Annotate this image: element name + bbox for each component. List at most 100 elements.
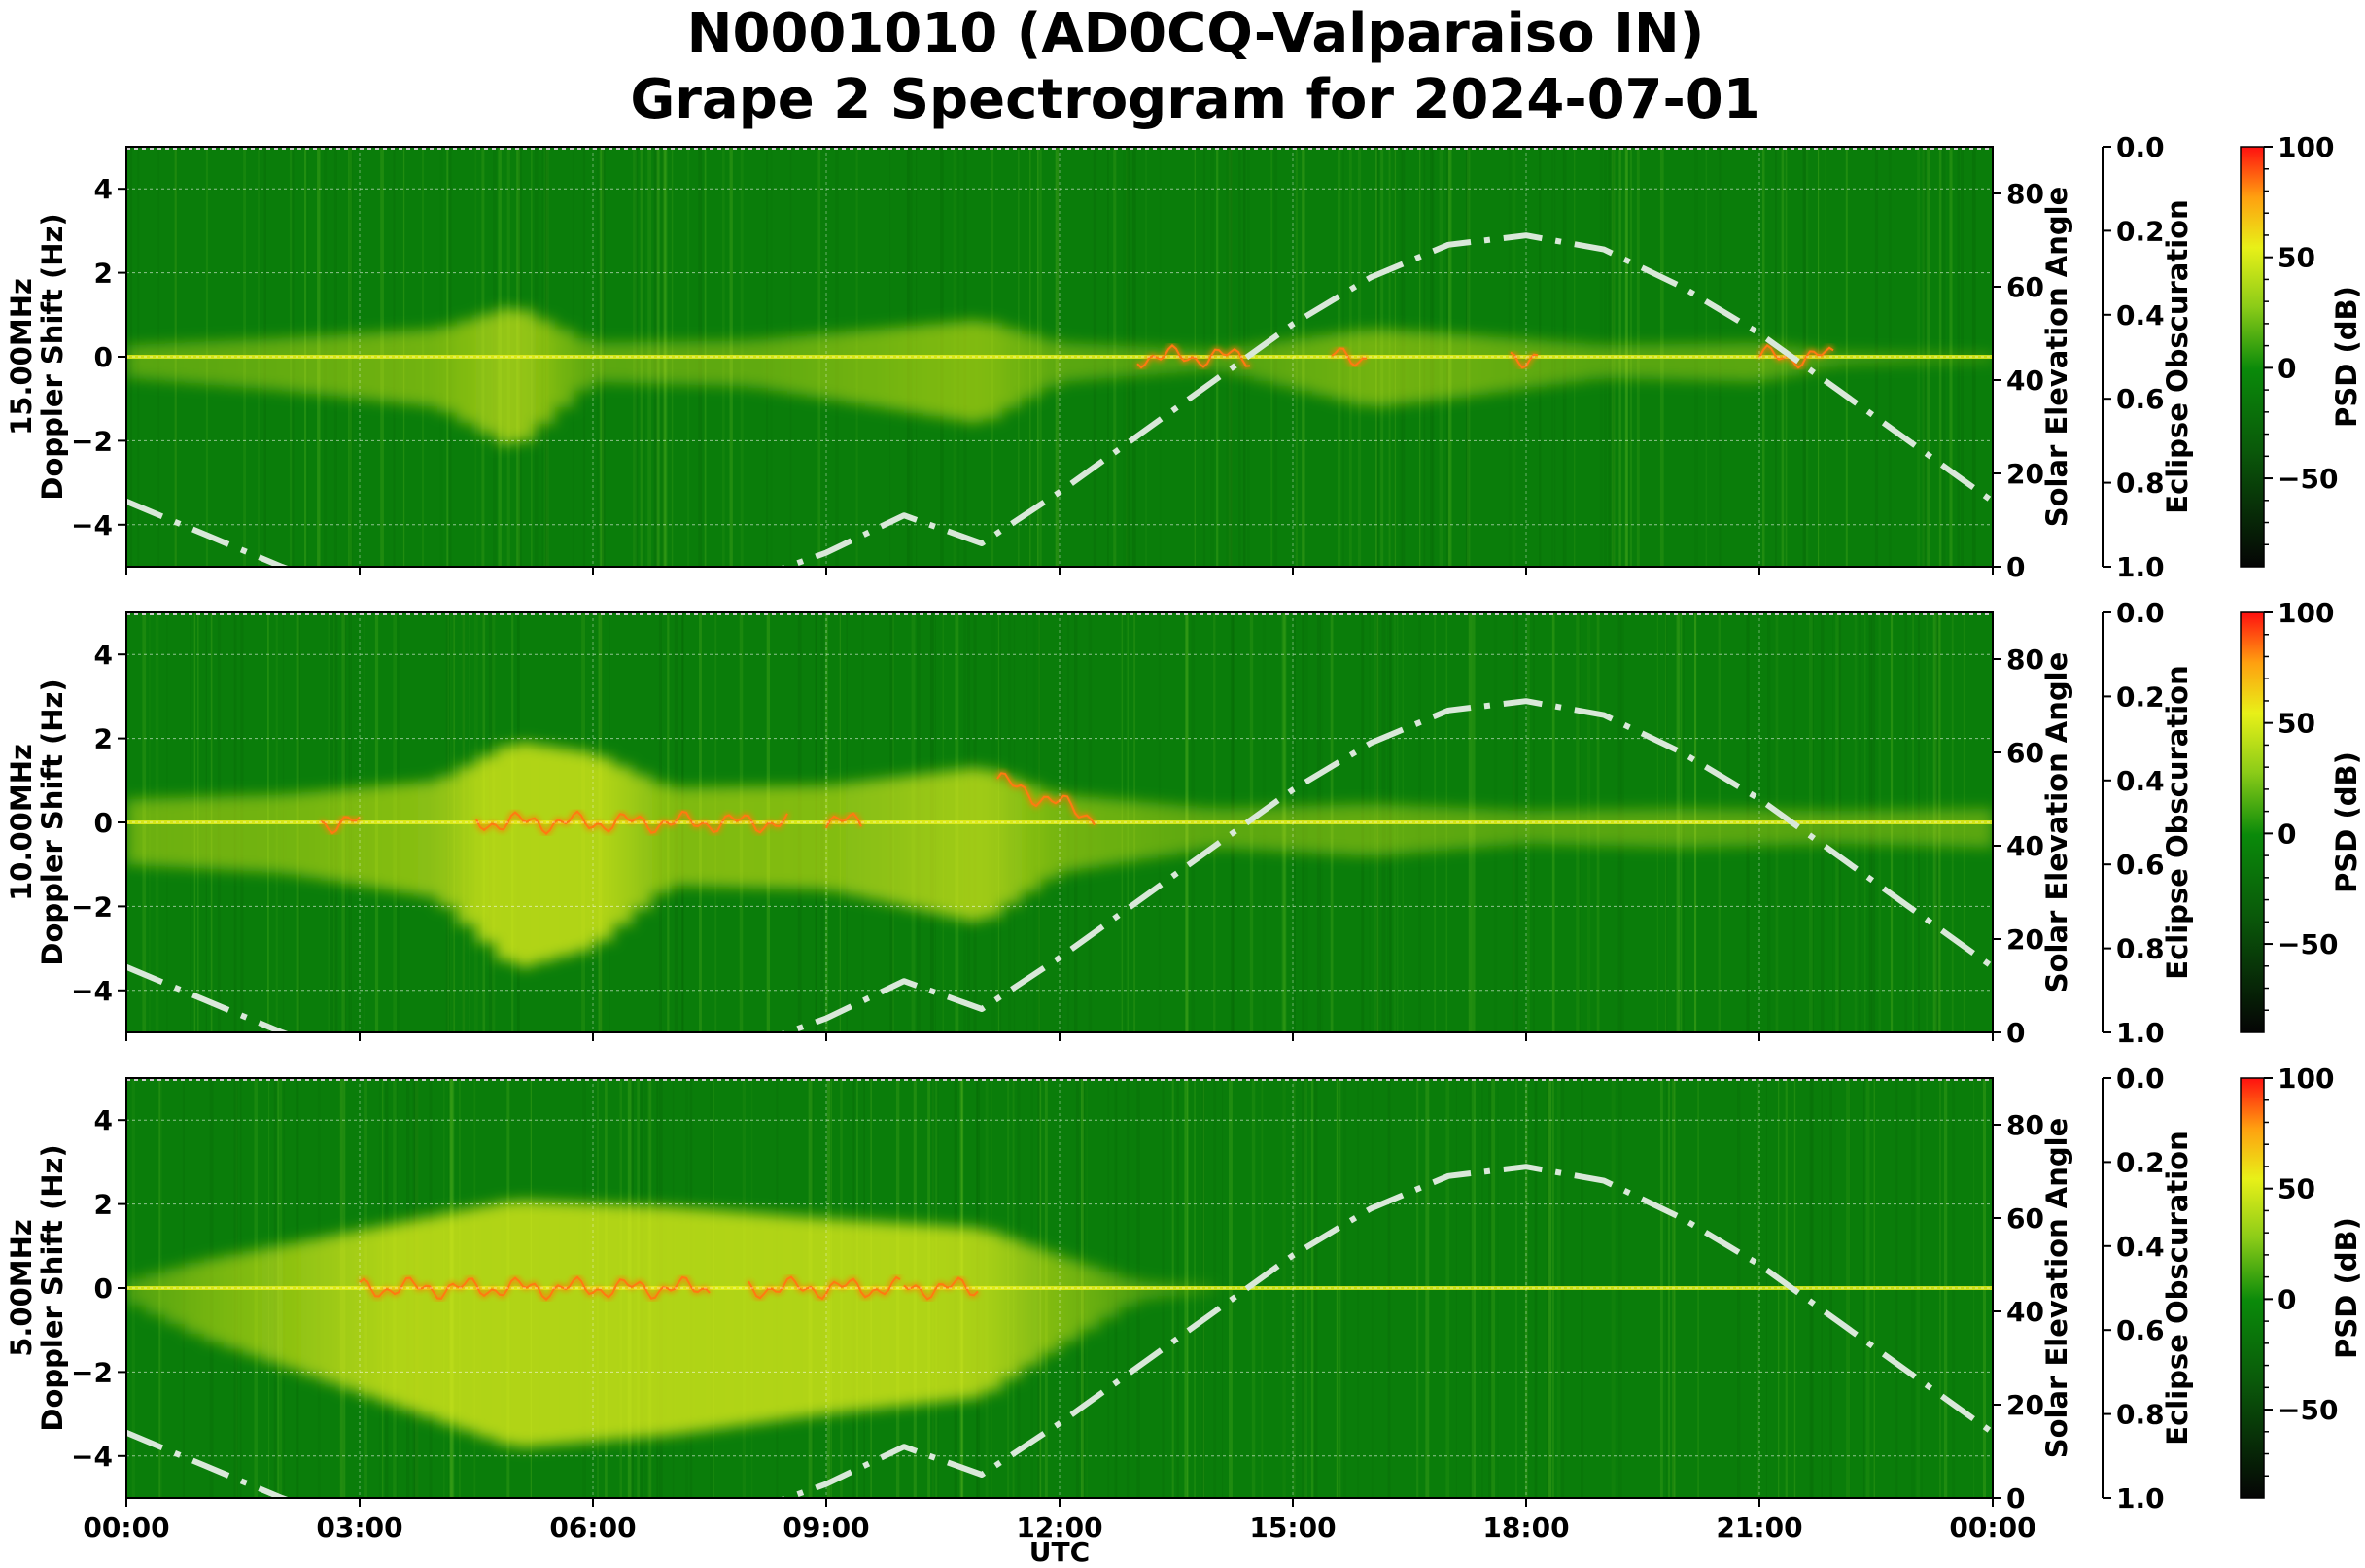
- doppler-spread-cell: [1273, 806, 1294, 852]
- doppler-spread-cell: [807, 1217, 827, 1415]
- y3-tick-label: 1.0: [2116, 551, 2165, 583]
- y2-tick-label: 80: [2006, 644, 2044, 676]
- frequency-label: 10.00MHz: [5, 744, 38, 901]
- doppler-spread-cell: [1060, 1259, 1080, 1342]
- doppler-spread-cell: [535, 746, 555, 962]
- y2-tick-label: 0: [2006, 1482, 2025, 1515]
- doppler-spread-cell: [885, 777, 905, 905]
- doppler-spread-cell: [457, 1209, 477, 1431]
- doppler-spread-cell: [1001, 328, 1022, 408]
- doppler-spread-cell: [748, 786, 769, 889]
- doppler-spread-cell: [846, 782, 866, 896]
- figure-title-line2: Grape 2 Spectrogram for 2024-07-01: [630, 68, 1760, 131]
- doppler-spread-cell: [1001, 1237, 1022, 1378]
- doppler-spread-cell: [301, 791, 322, 878]
- y3-tick-label: 0.8: [2116, 468, 2165, 500]
- doppler-spread-cell: [379, 331, 400, 402]
- y-tick-label: 2: [94, 1189, 113, 1221]
- doppler-spread-cell: [1701, 809, 1722, 848]
- doppler-spread-cell: [262, 794, 283, 873]
- doppler-spread-cell: [1409, 806, 1430, 853]
- doppler-spread-cell: [126, 344, 147, 379]
- colorbar-label: PSD (dB): [2330, 286, 2363, 428]
- doppler-spread-cell: [1351, 804, 1372, 856]
- doppler-spread-cell: [554, 749, 574, 957]
- doppler-trace-core: [1331, 347, 1368, 367]
- doppler-spread-cell: [1157, 804, 1177, 856]
- y3-tick-label: 0.6: [2116, 1314, 2165, 1346]
- colorbar: [2240, 611, 2265, 1033]
- y2-tick-label: 40: [2006, 1296, 2044, 1328]
- doppler-spread-cell: [1662, 808, 1683, 848]
- doppler-spread-cell: [1740, 342, 1760, 382]
- doppler-spread-cell: [904, 775, 924, 909]
- doppler-spread-cell: [904, 1224, 924, 1405]
- doppler-spread-cell: [612, 1204, 633, 1440]
- doppler-spread-cell: [1954, 809, 1974, 848]
- y-tick-label: 2: [94, 258, 113, 290]
- doppler-spread-cell: [379, 1224, 400, 1404]
- y3-axis-label: Eclipse Obscuration: [2161, 665, 2194, 979]
- doppler-spread-cell: [748, 1213, 769, 1424]
- doppler-spread-cell: [457, 766, 477, 925]
- doppler-spread-cell: [496, 746, 516, 961]
- doppler-spread-cell: [1040, 339, 1061, 388]
- doppler-spread-cell: [1546, 810, 1566, 845]
- doppler-spread-region: [126, 308, 1993, 444]
- doppler-spread-cell: [301, 336, 322, 394]
- doppler-spread-cell: [612, 766, 633, 925]
- doppler-spread-cell: [554, 1202, 574, 1445]
- y3-tick-label: 0.8: [2116, 1399, 2165, 1431]
- doppler-spread-cell: [1060, 343, 1080, 382]
- doppler-spread-region: [126, 743, 1993, 967]
- doppler-spread-cell: [1157, 1283, 1177, 1297]
- doppler-spread-cell: [340, 1232, 361, 1390]
- doppler-spread-cell: [1371, 330, 1391, 406]
- doppler-spread-cell: [904, 326, 924, 413]
- doppler-spread-cell: [865, 1221, 886, 1410]
- doppler-spread-cell: [1915, 809, 1935, 847]
- doppler-spread-cell: [360, 786, 380, 888]
- doppler-spread-cell: [1623, 809, 1644, 847]
- doppler-spread-cell: [1196, 807, 1216, 850]
- doppler-spread-cell: [1934, 809, 1955, 847]
- y3-tick-label: 1.0: [2116, 1017, 2165, 1049]
- doppler-spread-cell: [982, 322, 1002, 419]
- doppler-spread-cell: [340, 788, 361, 885]
- solar-elevation-curve: [126, 698, 1993, 1032]
- y3-tick-label: 0.4: [2116, 1231, 2165, 1263]
- doppler-spread-cell: [1118, 800, 1138, 862]
- colorbar-tick-label: 50: [2278, 1173, 2315, 1205]
- doppler-spread-cell: [1643, 809, 1663, 848]
- doppler-spread-cell: [282, 793, 302, 875]
- doppler-spread-cell: [1273, 340, 1294, 386]
- x-tick-label: 00:00: [83, 1512, 169, 1544]
- x-tick-label: 06:00: [549, 1512, 636, 1544]
- y3-tick-label: 1.0: [2116, 1482, 2165, 1515]
- doppler-spread-cell: [807, 334, 827, 398]
- doppler-spread-cell: [224, 795, 244, 871]
- doppler-trace-core: [996, 772, 1096, 826]
- doppler-spread-cell: [1235, 807, 1255, 850]
- doppler-spread-cell: [204, 796, 225, 870]
- doppler-spread-cell: [651, 783, 672, 893]
- doppler-spread-cell: [379, 784, 400, 890]
- doppler-spread-cell: [243, 339, 263, 389]
- doppler-spread-cell: [321, 1236, 341, 1383]
- colorbar-tick-label: −50: [2278, 463, 2338, 495]
- doppler-spread-cell: [1098, 798, 1119, 865]
- doppler-spread-cell: [1060, 795, 1080, 872]
- doppler-spread-cell: [865, 780, 886, 900]
- doppler-spread-cell: [360, 1228, 380, 1397]
- doppler-spread-cell: [282, 337, 302, 392]
- y2-axis-label: Solar Elevation Angle: [2040, 187, 2073, 528]
- y-tick-label: −2: [71, 425, 113, 457]
- doppler-spread-cell: [476, 314, 497, 434]
- doppler-spread-cell: [399, 783, 419, 893]
- doppler-spread-cell: [826, 784, 847, 892]
- doppler-spread-cell: [1021, 1245, 1041, 1366]
- doppler-trace-core: [825, 812, 862, 829]
- colorbar-tick-label: −50: [2278, 928, 2338, 960]
- doppler-spread-cell: [1429, 807, 1449, 851]
